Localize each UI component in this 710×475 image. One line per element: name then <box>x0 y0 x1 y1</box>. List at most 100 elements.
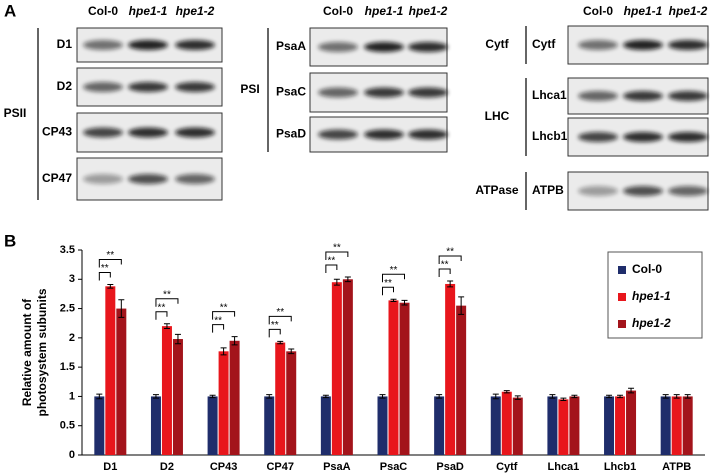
y-tick-label: 3 <box>69 273 75 285</box>
bar <box>161 326 172 455</box>
blot-band <box>128 40 168 50</box>
bar <box>377 396 388 455</box>
error-bar <box>684 394 691 399</box>
row-label: Cytf <box>532 37 556 51</box>
bar <box>105 286 116 455</box>
error-bar <box>266 394 273 399</box>
error-bar <box>277 340 284 345</box>
error-bar <box>447 280 454 288</box>
x-tick-label: Lhca1 <box>548 461 580 473</box>
error-bar <box>549 394 556 399</box>
blot-band <box>128 82 168 92</box>
significance-label: ** <box>163 289 171 300</box>
legend-label: hpe1-1 <box>632 289 671 303</box>
row-label: PsaC <box>276 85 306 99</box>
significance-label: ** <box>101 263 109 274</box>
row-label: PsaA <box>276 39 306 53</box>
bar <box>456 305 467 455</box>
error-bar <box>560 397 567 402</box>
significance-bracket <box>98 259 122 268</box>
blot-band <box>318 87 358 98</box>
significance-bracket <box>382 273 405 283</box>
significance-label: ** <box>106 250 114 261</box>
blot-band <box>578 40 618 50</box>
error-bar <box>344 276 351 283</box>
row-label: CP43 <box>42 125 72 139</box>
y-axis-label: Relative amount of <box>20 298 34 406</box>
panel-label: B <box>4 231 16 250</box>
x-tick-label: Cytf <box>496 461 518 473</box>
bar <box>94 396 105 455</box>
blot-band <box>364 87 404 98</box>
significance-label: ** <box>390 265 398 276</box>
blot-band <box>623 186 663 196</box>
blot-band <box>318 129 358 140</box>
x-tick-label: CP47 <box>266 461 294 473</box>
legend-label: hpe1-2 <box>632 316 671 330</box>
blot-band <box>364 42 404 52</box>
bar <box>615 396 626 455</box>
x-tick-label: PsaD <box>436 461 464 473</box>
group-label: LHC <box>485 109 510 123</box>
x-tick-label: D2 <box>160 461 174 473</box>
y-tick-label: 0.5 <box>60 420 75 432</box>
significance-bracket <box>268 315 292 325</box>
error-bar <box>322 394 329 399</box>
error-bar <box>220 347 227 356</box>
row-label: D2 <box>57 79 73 93</box>
bar <box>150 396 161 455</box>
bar <box>116 308 127 455</box>
blot-band <box>364 129 404 140</box>
blot-band <box>623 40 663 50</box>
blot-band <box>128 174 168 184</box>
error-bar <box>617 394 624 399</box>
blot-band <box>83 82 123 92</box>
bar <box>172 339 183 455</box>
blot-band <box>578 186 618 196</box>
bar <box>264 396 275 455</box>
bar <box>229 340 240 455</box>
blot-band <box>623 132 663 142</box>
blot-band <box>83 174 123 184</box>
error-bar <box>503 390 510 394</box>
error-bar <box>333 278 340 286</box>
group-label: Cytf <box>485 37 509 51</box>
bar <box>547 396 558 455</box>
blot-band <box>83 127 123 138</box>
y-tick-label: 2.5 <box>60 302 75 314</box>
bar <box>445 283 456 455</box>
group-label: ATPase <box>475 183 518 197</box>
lane-header: Col-0 <box>323 4 353 18</box>
significance-bracket <box>438 255 462 265</box>
significance-bracket <box>155 311 168 320</box>
error-bar <box>163 323 170 329</box>
significance-label: ** <box>220 302 228 313</box>
panel-label: A <box>4 1 16 20</box>
significance-bracket <box>268 328 281 338</box>
significance-label: ** <box>271 320 279 331</box>
bar <box>682 396 693 455</box>
bar <box>660 396 671 455</box>
error-bar <box>209 394 216 399</box>
error-bar <box>606 394 613 399</box>
significance-bracket <box>155 298 179 307</box>
group-label: PSI <box>240 82 259 96</box>
significance-bracket <box>212 324 225 333</box>
significance-label: ** <box>333 243 341 254</box>
y-tick-label: 3.5 <box>60 244 75 256</box>
significance-bracket <box>325 264 338 273</box>
bar <box>434 396 445 455</box>
error-bar <box>662 394 669 399</box>
error-bar <box>152 394 159 399</box>
error-bar <box>514 395 521 400</box>
y-tick-label: 2 <box>69 332 75 344</box>
x-tick-label: ATPB <box>662 461 691 473</box>
lane-header: hpe1-1 <box>129 4 168 18</box>
bar <box>490 396 501 455</box>
row-label: Lhca1 <box>532 88 567 102</box>
significance-label: ** <box>384 278 392 289</box>
significance-bracket <box>98 272 111 281</box>
significance-bracket <box>212 311 236 320</box>
error-bar <box>231 336 238 346</box>
